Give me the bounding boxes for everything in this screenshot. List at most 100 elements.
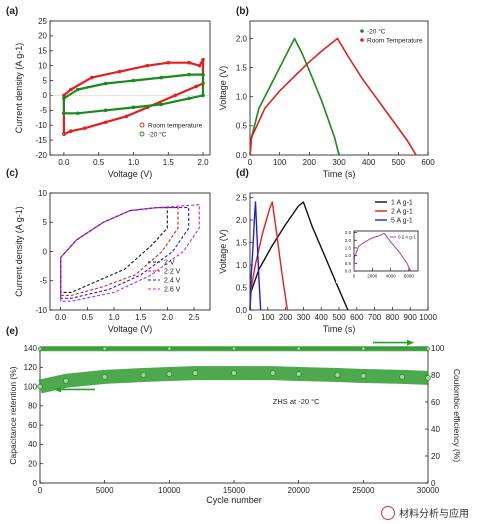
x-tick-label: 300 [297,313,311,322]
y2-tick-label: 0 [431,479,436,488]
x-tick-label: 800 [386,313,400,322]
series-0-marker [69,129,73,133]
legend-label: 2.6 V [164,287,181,294]
series-1-marker [62,96,66,101]
legend-label: Room Temperature [367,38,423,45]
inset-chart: 0 2000 4000 6000 0.0 0.5 1.0 1.5 2.0 2.5 0.2 A g-1 [336,227,422,283]
panel-label: (b) [236,6,249,17]
y-tick-label: 1.5 [345,245,352,250]
coulombic-point [425,346,431,351]
y-tick-label: 0 [43,247,48,256]
y-tick-label: 10 [38,189,47,198]
y-tick-label: 80 [28,402,37,411]
series-0-marker [187,60,191,65]
x-tick-label: 0.5 [82,313,94,322]
y-tick-label: 2.0 [345,238,352,243]
x-tick-label: 30000 [417,486,440,495]
series-1-line [249,201,289,311]
series-1-marker [201,72,205,77]
plot-frame [353,230,419,272]
series-1-marker [103,81,108,86]
y-tick-label: 20 [28,460,37,469]
series-1-marker [159,102,164,107]
x-tick-label: 600 [350,313,364,322]
inset-line [353,232,412,272]
series-0-marker [173,93,178,98]
x-axis-label: Voltage (V) [108,324,153,334]
retention-point [360,373,367,379]
chart-d: 0 100 200 300 400 500 600 700 800 900 1000 0.0 0.5 1.… [218,192,437,334]
x-tick-label: 400 [315,313,329,322]
retention-point [63,377,69,384]
y-tick-label: -20 [35,151,47,160]
y-tick-label: 1.5 [236,238,248,247]
y-tick-label: 0.5 [345,261,352,266]
x-tick-label: 10000 [158,486,181,495]
series-1-marker [131,105,136,110]
y-tick-label: 0.5 [236,122,248,131]
legend-label: -20 °C [367,28,386,36]
legend-label: 2 A g-1 [391,209,413,216]
coulombic-point [231,346,237,351]
series-0-marker [89,75,94,80]
retention-point [269,370,276,376]
panel-label: (e) [6,326,18,337]
y2-tick-label: 80 [431,371,440,380]
legend-label: Room temperature [148,123,203,130]
legend-marker [139,131,145,137]
retention-point [334,372,341,378]
series-1-line [249,37,417,156]
retention-point [166,371,173,377]
retention-point [231,370,237,376]
x-tick-label: 700 [368,313,382,322]
series-0-line [249,201,349,311]
series-1-marker [131,78,136,83]
x-tick-label: 600 [421,158,435,167]
y-axis-label: Current density (A g-1) [14,43,24,134]
coulombic-point [361,346,366,351]
coulombic-point [296,346,301,351]
chart-a: 0.0 0.5 1.0 1.5 2.0 -20 -15 -10 -5 0 5 10 15 20 25 Volt… [14,17,211,179]
series-1-marker [201,93,205,98]
x-tick-label: 400 [362,158,376,167]
x-tick-label: 5000 [96,486,114,495]
annotation: ZHS at -20 °C [273,397,320,406]
y-tick-label: 2.0 [236,216,248,225]
x-tick-label: 0 [248,158,253,167]
y-axis-label: Current density (A g-1) [14,206,24,297]
x-tick-label: 200 [303,158,317,167]
retention-point [425,375,431,381]
x-tick-label: 300 [332,158,346,167]
x-tick-label: 6000 [404,274,415,279]
x-tick-label: 0.0 [58,158,70,167]
series-0-marker [103,120,108,125]
x-tick-label: 1.0 [128,158,140,167]
series-0-marker [62,132,66,136]
x-tick-label: 500 [332,313,346,322]
legend-marker [360,38,364,42]
y-tick-label: -10 [35,306,47,315]
series-3-line [60,204,200,302]
x-tick-label: 2.5 [188,313,200,322]
legend-label: 1 A g-1 [391,200,413,207]
x-tick-label: 0 [38,486,43,495]
series-0-marker [124,114,129,119]
y-tick-label: 0 [33,479,38,488]
y-tick-label: 5 [43,76,48,85]
series-0-line [249,37,340,156]
coulombic-arrow-head [407,339,414,346]
series-0-marker [69,87,73,92]
x-tick-label: 0 [248,313,253,322]
x-axis-label: Cycle number [206,495,262,505]
retention-point [192,370,198,376]
y2-axis-label: Coulombic efficiency (%) [452,369,462,463]
x-tick-label: 100 [261,313,275,322]
series-1-marker [62,111,66,116]
series-0-line [62,58,205,136]
x-tick-label: 900 [404,313,418,322]
y-axis-label: Capacitance retention (%) [8,366,18,464]
inset-background [336,227,422,283]
retention-point [101,374,108,380]
retention-point [295,371,302,377]
